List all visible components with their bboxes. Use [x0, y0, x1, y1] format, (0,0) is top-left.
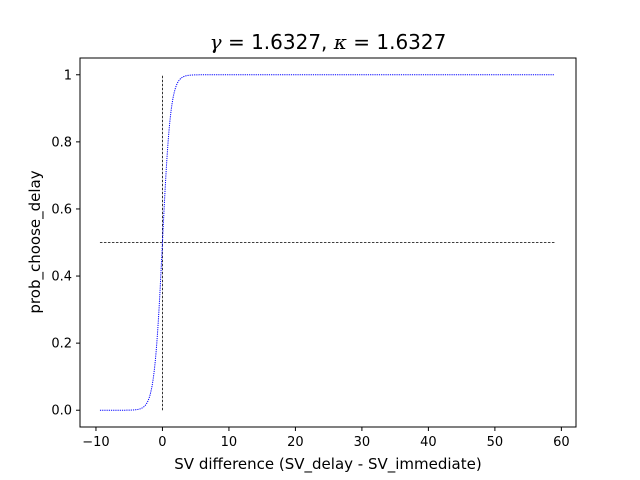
title-gamma-symbol: γ [210, 30, 222, 54]
plot-area [99, 74, 555, 411]
chart-title: γ = 1.6327, κ = 1.6327 [210, 30, 447, 54]
x-tick-label: 0 [158, 435, 166, 450]
x-tick-label: 40 [420, 435, 437, 450]
x-tick-label: 10 [221, 435, 238, 450]
title-gamma-value: = 1.6327, [222, 30, 334, 54]
x-tick-label: −10 [82, 435, 109, 450]
title-kappa-symbol: κ [333, 30, 347, 54]
y-tick-label: 1 [64, 68, 72, 83]
x-tick-label: 50 [487, 435, 504, 450]
y-tick-label: 0.8 [51, 135, 72, 150]
series-line-0 [99, 74, 555, 411]
axis-ticks: −10 0 10 20 30 40 50 60 0.0 0.2 0.4 0.6 0.8 1 [51, 68, 569, 450]
y-tick-label: 0.6 [51, 202, 72, 217]
y-tick-label: 0.2 [51, 337, 72, 352]
y-axis-label: prob_choose_delay [26, 170, 45, 313]
x-tick-label: 30 [354, 435, 371, 450]
axes-frame [79, 57, 577, 428]
x-tick-label: 20 [287, 435, 304, 450]
y-tick-label: 0.4 [51, 270, 72, 285]
title-kappa-value: = 1.6327 [347, 30, 446, 54]
y-tick-label: 0.0 [51, 404, 72, 419]
x-tick-label: 60 [553, 435, 570, 450]
x-axis-label: SV difference (SV_delay - SV_immediate) [174, 455, 481, 474]
